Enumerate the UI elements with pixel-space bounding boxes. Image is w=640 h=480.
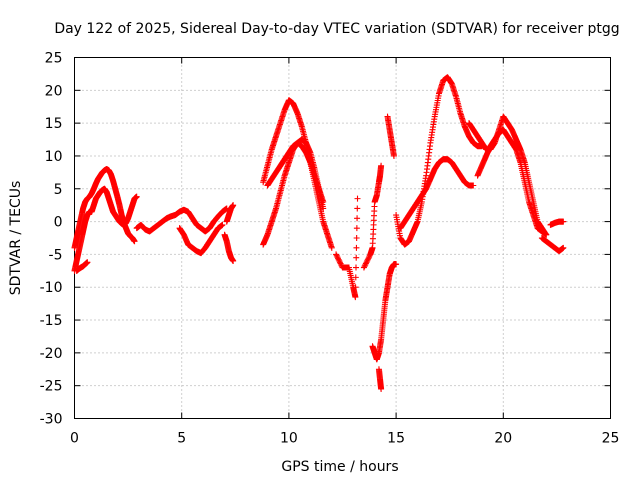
plot-frame bbox=[74, 57, 611, 419]
x-tick-label: 5 bbox=[177, 431, 186, 447]
data-point bbox=[133, 193, 140, 200]
data-point bbox=[364, 257, 371, 264]
data-point bbox=[230, 202, 237, 209]
y-tick-label: -30 bbox=[40, 412, 63, 428]
data-point bbox=[333, 251, 340, 258]
data-point bbox=[337, 260, 344, 267]
data-point bbox=[353, 244, 360, 251]
data-point bbox=[336, 257, 343, 264]
series-arc-6 bbox=[221, 231, 237, 264]
data-point bbox=[219, 221, 226, 228]
data-point bbox=[366, 254, 373, 261]
data-point bbox=[354, 215, 361, 222]
data-point bbox=[230, 257, 237, 264]
data-point bbox=[353, 235, 360, 241]
data-point bbox=[354, 195, 361, 202]
series-arc-7 bbox=[223, 202, 237, 225]
data-point bbox=[335, 256, 342, 263]
series-arc-5 bbox=[176, 221, 226, 257]
y-tick-label: 0 bbox=[54, 215, 63, 231]
data-point bbox=[328, 244, 335, 251]
data-point bbox=[378, 162, 385, 169]
y-tick-label: 5 bbox=[54, 182, 63, 198]
y-tick-label: -10 bbox=[40, 280, 63, 296]
x-tick-label: 15 bbox=[387, 431, 405, 447]
data-point bbox=[362, 261, 369, 268]
y-tick-label: -25 bbox=[40, 379, 63, 395]
data-point bbox=[543, 231, 550, 238]
series-arc-17 bbox=[397, 156, 477, 232]
y-tick-label: 20 bbox=[45, 83, 63, 99]
data-point bbox=[390, 152, 397, 159]
data-point bbox=[334, 254, 341, 261]
data-point bbox=[364, 256, 371, 263]
axis-ticks: 0 5 10 15 20 25 -30 -25 -20 -15 -10 -5 0 5 10 15 20 25 bbox=[40, 51, 620, 447]
y-tick-label: -20 bbox=[40, 346, 63, 362]
data-point bbox=[560, 218, 567, 225]
series-arc-14 bbox=[375, 366, 385, 392]
data-point bbox=[365, 255, 372, 262]
x-tick-label: 0 bbox=[70, 431, 79, 447]
data-point bbox=[336, 259, 343, 266]
chart-title: Day 122 of 2025, Sidereal Day-to-day VTE… bbox=[54, 21, 619, 37]
y-tick-label: -5 bbox=[49, 247, 63, 263]
data-point bbox=[333, 252, 340, 259]
data-point bbox=[354, 205, 361, 212]
data-point bbox=[378, 385, 385, 392]
data-point bbox=[352, 284, 359, 291]
y-tick-label: 15 bbox=[45, 116, 63, 132]
data-point bbox=[393, 261, 400, 268]
series-arc-20 bbox=[538, 235, 567, 255]
x-tick-label: 10 bbox=[280, 431, 298, 447]
data-point bbox=[560, 244, 567, 251]
data-marks bbox=[71, 74, 567, 392]
data-point bbox=[352, 274, 359, 281]
x-tick-label: 25 bbox=[602, 431, 620, 447]
series-arc-10 bbox=[264, 139, 327, 205]
x-tick-label: 20 bbox=[494, 431, 512, 447]
series-arc-2 bbox=[71, 185, 140, 274]
data-point bbox=[320, 205, 327, 212]
series-arc-1 bbox=[71, 166, 138, 251]
y-tick-label: -15 bbox=[40, 313, 63, 329]
x-axis-label: GPS time / hours bbox=[281, 459, 398, 475]
y-tick-label: 10 bbox=[45, 149, 63, 165]
data-point bbox=[353, 264, 360, 271]
series-arc-4 bbox=[133, 205, 230, 235]
data-point bbox=[353, 225, 360, 232]
data-point bbox=[363, 259, 370, 266]
series-arc-13 bbox=[369, 261, 400, 363]
series-arc-11 bbox=[333, 195, 361, 301]
data-point bbox=[334, 255, 341, 262]
data-point bbox=[352, 294, 359, 301]
data-point bbox=[353, 254, 360, 261]
grid bbox=[74, 57, 611, 419]
series-arc-21 bbox=[547, 218, 567, 228]
series-arc-12 bbox=[360, 162, 385, 271]
y-tick-label: 25 bbox=[45, 51, 63, 67]
y-axis-label: SDTVAR / TECUs bbox=[8, 181, 24, 296]
data-point bbox=[470, 182, 477, 189]
data-point bbox=[360, 264, 367, 271]
data-point bbox=[131, 238, 138, 245]
series-arc-3 bbox=[73, 259, 91, 274]
series-arc-19 bbox=[474, 126, 550, 238]
series-arc-15 bbox=[384, 113, 397, 159]
data-point bbox=[84, 259, 91, 266]
data-point bbox=[361, 263, 368, 270]
data-point bbox=[320, 198, 327, 205]
data-point bbox=[362, 260, 369, 267]
